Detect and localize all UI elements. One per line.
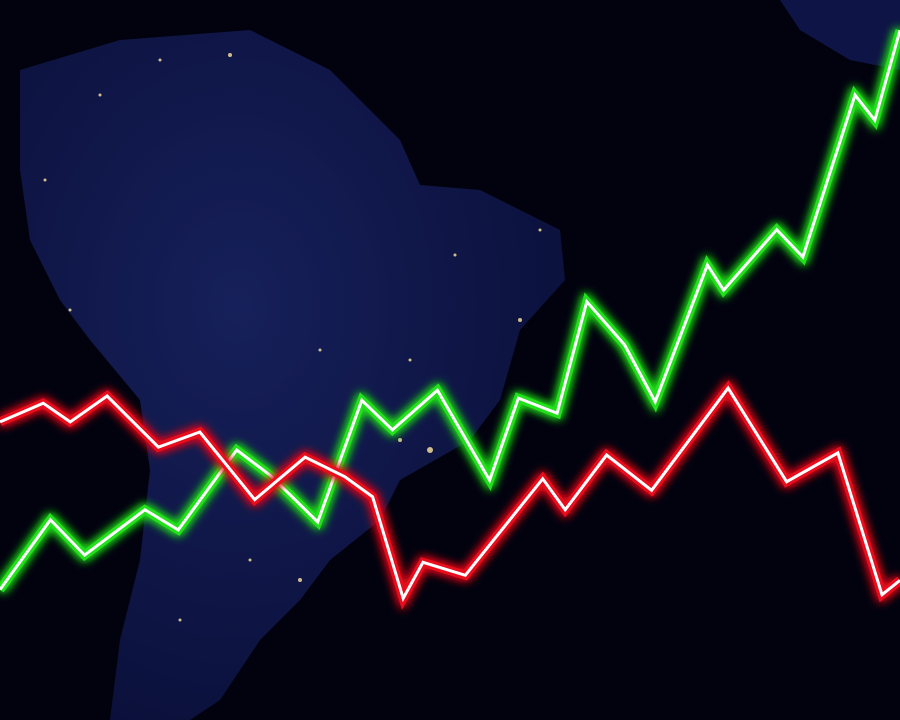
landmass <box>780 0 900 70</box>
line-core <box>0 29 900 591</box>
continent <box>20 30 565 720</box>
line-core <box>0 385 900 603</box>
city-lights <box>43 53 542 622</box>
